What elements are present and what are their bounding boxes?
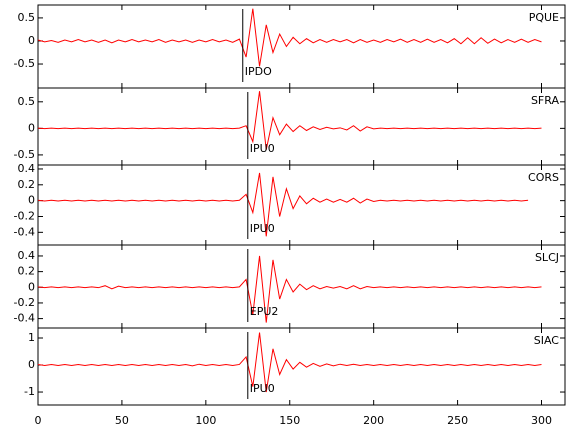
y-tick-label: 0.2: [18, 178, 36, 191]
pick-label: IPU0: [250, 382, 275, 395]
pick-label: IPDO: [245, 65, 272, 78]
y-tick-label: 0.2: [18, 265, 36, 278]
y-tick-label: -0.2: [14, 296, 35, 309]
y-tick-label: -0.4: [14, 225, 35, 238]
y-tick-label: 0.4: [18, 162, 36, 175]
waveform: [37, 255, 542, 323]
panel-frame: [37, 327, 566, 406]
y-tick-label: -0.2: [14, 209, 35, 222]
x-tick-label: 50: [115, 414, 129, 427]
y-tick-label: -0.5: [14, 57, 35, 70]
y-tick-label: -0.4: [14, 312, 35, 325]
pick-label: EPU2: [250, 305, 279, 318]
x-tick-label: 250: [447, 414, 468, 427]
y-tick-label: 0.5: [18, 95, 36, 108]
waveform: [37, 8, 542, 67]
y-tick-label: 0: [28, 121, 35, 134]
station-label: SIAC: [534, 334, 560, 347]
y-tick-label: 0: [28, 358, 35, 371]
x-tick-label: 0: [35, 414, 42, 427]
y-tick-label: 0: [28, 280, 35, 293]
x-tick-label: 100: [195, 414, 216, 427]
waveform: [37, 172, 529, 237]
y-tick-label: -0.5: [14, 148, 35, 161]
y-tick-label: 0: [28, 34, 35, 47]
panel-frame: [37, 164, 566, 246]
y-tick-label: 0.5: [18, 11, 36, 24]
pick-label: IPU0: [250, 222, 275, 235]
x-tick-label: 300: [531, 414, 552, 427]
y-tick-label: -1: [24, 385, 35, 398]
station-label: SLCJ: [535, 251, 559, 264]
station-label: CORS: [528, 171, 559, 184]
station-label: SFRA: [531, 94, 560, 107]
waveform: [37, 91, 542, 150]
waveform: [37, 332, 542, 393]
x-tick-label: 150: [279, 414, 300, 427]
station-label: PQUE: [529, 11, 559, 24]
pick-label: IPU0: [250, 142, 275, 155]
y-tick-label: 0.4: [18, 249, 36, 262]
y-tick-label: 1: [28, 331, 35, 344]
x-tick-label: 200: [363, 414, 384, 427]
y-tick-label: 0: [28, 194, 35, 207]
panel-frame: [37, 4, 566, 89]
